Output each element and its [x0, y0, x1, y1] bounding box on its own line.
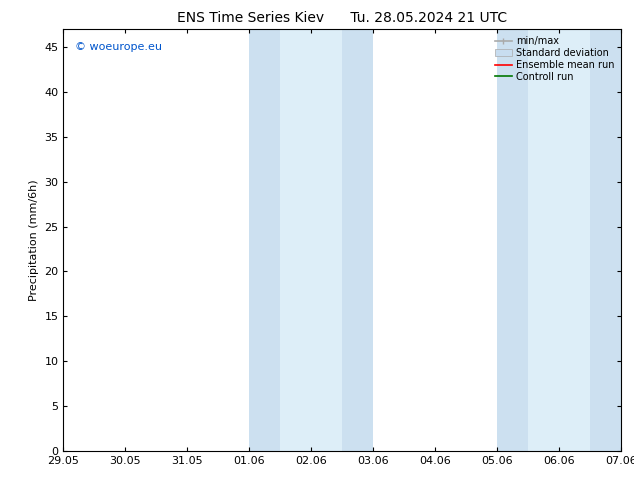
Legend: min/max, Standard deviation, Ensemble mean run, Controll run: min/max, Standard deviation, Ensemble me…: [493, 34, 616, 84]
Y-axis label: Precipitation (mm/6h): Precipitation (mm/6h): [29, 179, 39, 301]
Bar: [342, 29, 373, 451]
Bar: [249, 29, 280, 451]
Bar: [280, 29, 342, 451]
Text: © woeurope.eu: © woeurope.eu: [75, 42, 162, 52]
Bar: [528, 29, 590, 451]
Title: ENS Time Series Kiev      Tu. 28.05.2024 21 UTC: ENS Time Series Kiev Tu. 28.05.2024 21 U…: [178, 11, 507, 25]
Bar: [590, 29, 621, 451]
Bar: [497, 29, 528, 451]
